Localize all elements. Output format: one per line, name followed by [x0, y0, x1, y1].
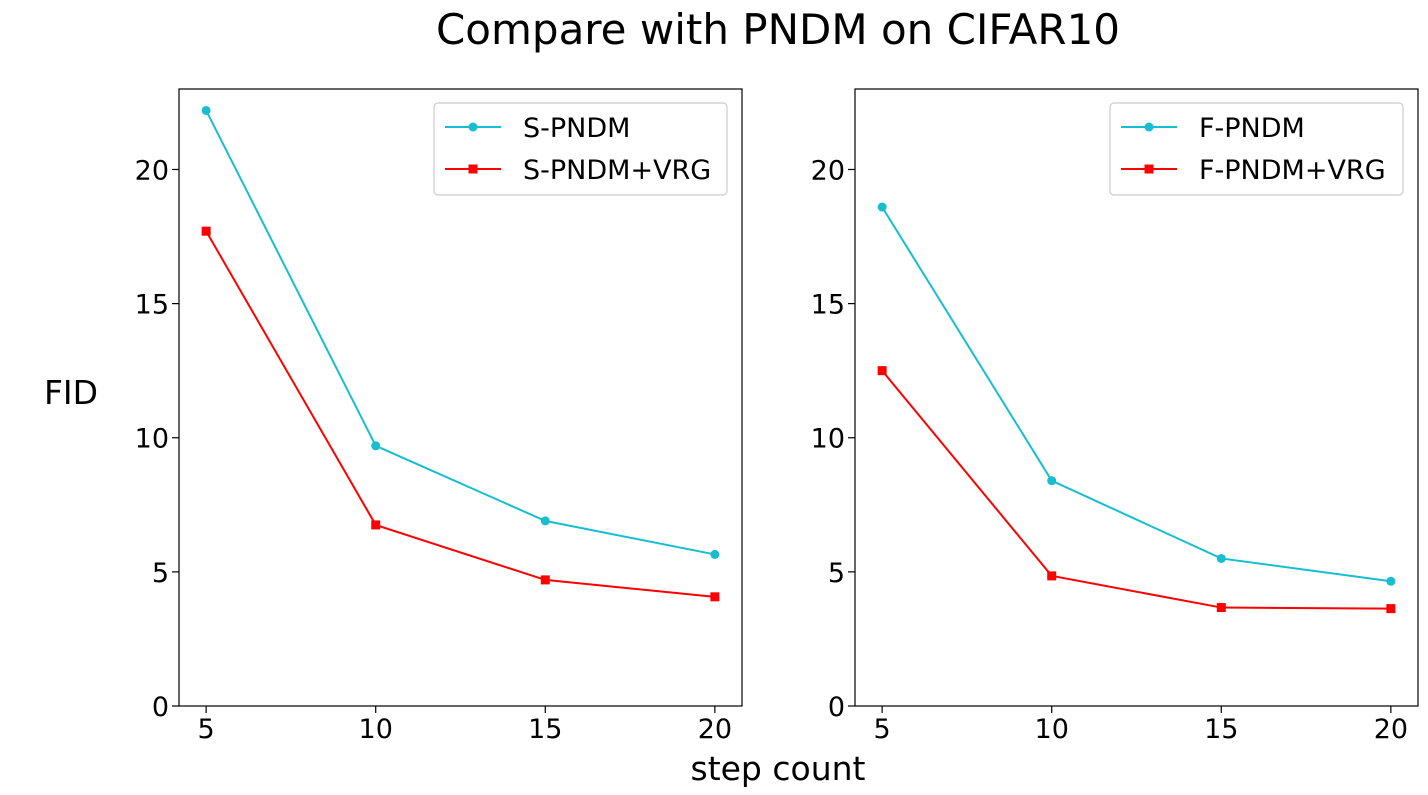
series-line-s-pndm-vrg: [205, 230, 715, 598]
y-axis-label: FID: [44, 373, 98, 412]
data-point: [201, 105, 211, 115]
y-tick-label: 15: [811, 290, 845, 321]
y-tick-label: 20: [811, 155, 845, 186]
y-tick-label: 5: [828, 558, 845, 589]
legend-label: S-PNDM: [523, 113, 630, 144]
y-tick-label: 10: [811, 424, 845, 455]
data-point: [371, 520, 381, 530]
legend: S-PNDM S-PNDM+VRG: [433, 102, 728, 196]
series-line-f-pndm-vrg: [881, 370, 1391, 610]
legend-label: S-PNDM+VRG: [523, 155, 711, 186]
data-point: [1216, 603, 1226, 613]
y-tick-label: 20: [135, 155, 169, 186]
data-point: [710, 549, 720, 559]
legend-marker: [468, 122, 478, 132]
data-point: [877, 202, 887, 212]
data-point: [1047, 571, 1057, 581]
data-point: [1047, 476, 1057, 486]
legend: F-PNDM F-PNDM+VRG: [1109, 102, 1404, 196]
data-point: [371, 441, 381, 451]
series-line-s-pndm: [205, 110, 716, 556]
x-tick-label: 20: [1374, 714, 1408, 745]
x-tick-label: 5: [198, 714, 215, 745]
legend-marker: [1144, 164, 1154, 174]
x-tick-label: 15: [1204, 714, 1238, 745]
axes-frame: [178, 88, 743, 707]
x-tick-label: 10: [1035, 714, 1069, 745]
data-point: [540, 516, 550, 526]
y-tick-label: 10: [135, 424, 169, 455]
legend-label: F-PNDM+VRG: [1199, 155, 1386, 186]
axes-frame: [854, 88, 1419, 707]
y-tick-label: 0: [152, 692, 169, 723]
legend-label: F-PNDM: [1199, 113, 1305, 144]
series-line-f-pndm: [881, 206, 1392, 583]
y-tick-label: 15: [135, 290, 169, 321]
x-axis-label: step count: [691, 749, 866, 788]
figure-title: Compare with PNDM on CIFAR10: [436, 5, 1120, 54]
data-point: [877, 366, 887, 376]
x-tick-label: 5: [874, 714, 891, 745]
data-point: [1386, 576, 1396, 586]
data-point: [201, 226, 211, 236]
x-tick-label: 10: [359, 714, 393, 745]
legend-marker: [468, 164, 478, 174]
data-point: [1386, 604, 1396, 614]
y-tick-label: 5: [152, 558, 169, 589]
x-tick-label: 20: [698, 714, 732, 745]
legend-marker: [1144, 122, 1154, 132]
data-point: [540, 575, 550, 585]
x-tick-label: 15: [528, 714, 562, 745]
data-point: [1216, 553, 1226, 563]
data-point: [710, 592, 720, 602]
y-tick-label: 0: [828, 692, 845, 723]
